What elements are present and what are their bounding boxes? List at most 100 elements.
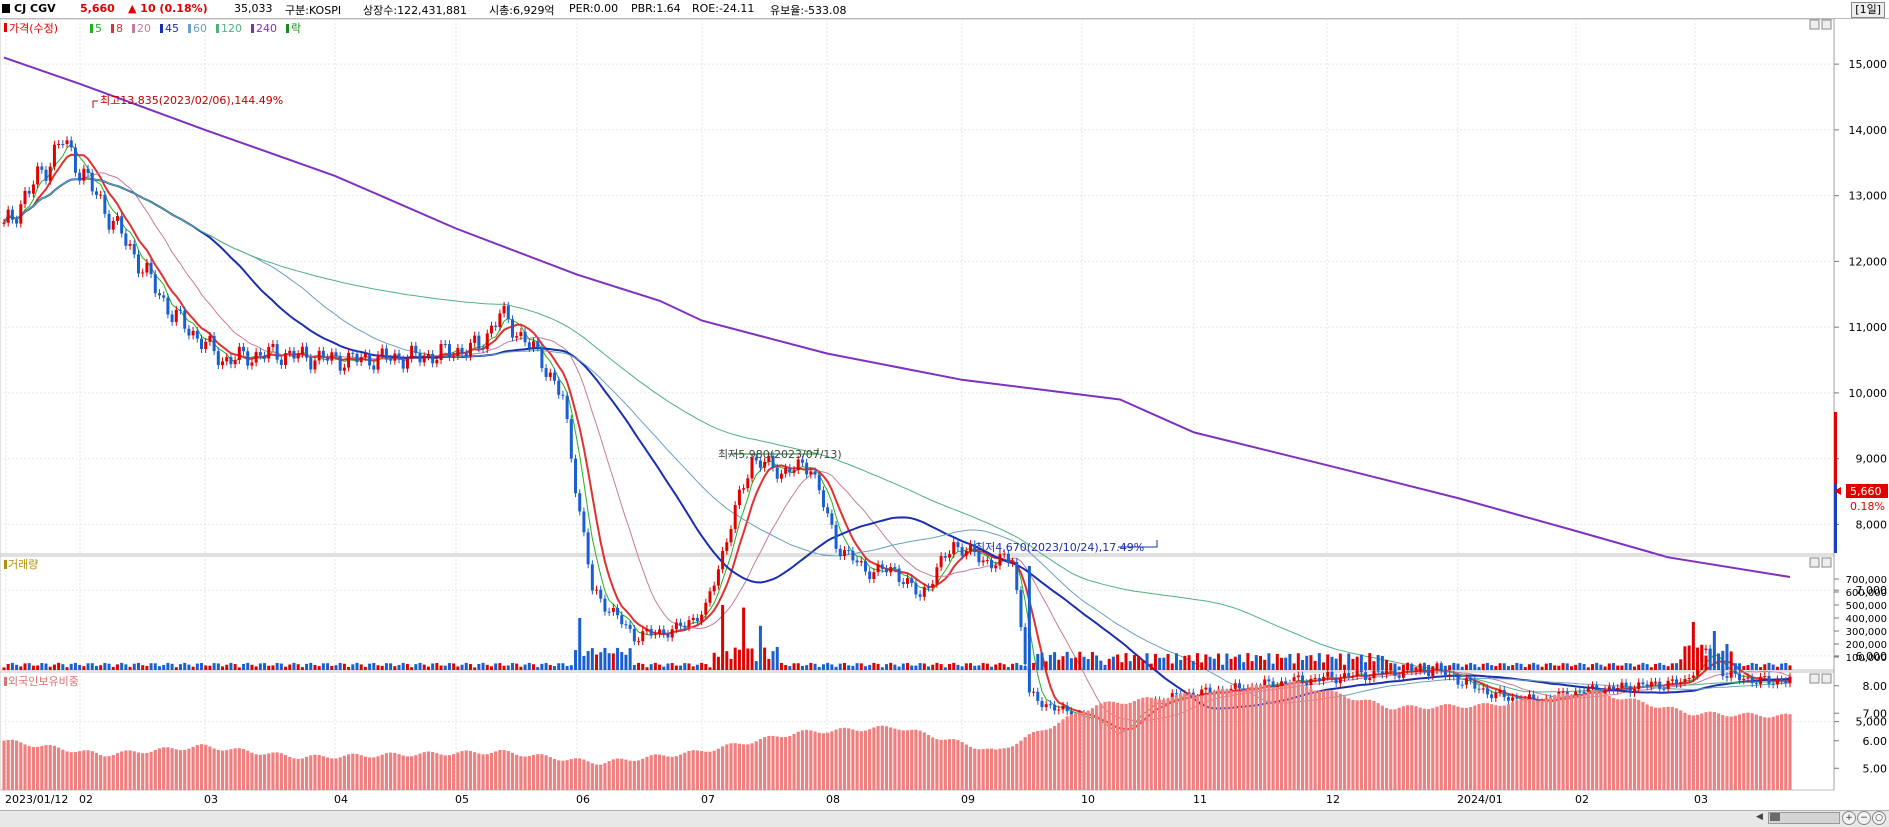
scroll-left-arrow[interactable]: ◀ bbox=[1756, 812, 1763, 822]
foreign-bar-286 bbox=[1204, 694, 1208, 790]
candle-body-397 bbox=[1670, 679, 1674, 681]
candle-body-231 bbox=[973, 544, 977, 553]
vol-bar-393 bbox=[1654, 663, 1658, 670]
price-tick-label-3: 8,000 bbox=[1856, 518, 1888, 531]
volume-panel-buttons[interactable] bbox=[1809, 557, 1832, 568]
vol-bar-224 bbox=[943, 667, 947, 670]
vol-bar-404 bbox=[1700, 644, 1704, 670]
vol-bar-237 bbox=[998, 662, 1002, 670]
candle-body-121 bbox=[510, 319, 514, 338]
vol-bar-244 bbox=[1027, 566, 1031, 670]
foreign-bar-355 bbox=[1494, 705, 1498, 790]
vol-bar-14 bbox=[61, 664, 65, 670]
vol-bar-132 bbox=[557, 663, 561, 670]
candle-body-423 bbox=[1780, 679, 1784, 681]
candle-body-383 bbox=[1612, 686, 1616, 690]
ma-line-240 bbox=[3, 56, 1791, 578]
period-button[interactable]: [1일] bbox=[1851, 2, 1885, 18]
candle-body-13 bbox=[57, 144, 61, 146]
vol-tick-label-0: 100,000 bbox=[1846, 653, 1887, 664]
vol-bar-93 bbox=[393, 666, 397, 670]
foreign-bar-64 bbox=[271, 752, 275, 790]
foreign-panel-buttons[interactable] bbox=[1809, 673, 1832, 684]
foreign-bar-100 bbox=[422, 752, 426, 790]
candle-body-134 bbox=[565, 395, 569, 420]
vol-bar-386 bbox=[1624, 663, 1628, 670]
zoom-out-icon[interactable]: − bbox=[1857, 811, 1871, 825]
foreign-bar-362 bbox=[1523, 698, 1527, 790]
foreign-bar-418 bbox=[1758, 716, 1763, 790]
candle-body-153 bbox=[645, 628, 649, 632]
candle-body-54 bbox=[229, 357, 233, 365]
candle-body-94 bbox=[397, 353, 401, 360]
vol-bar-331 bbox=[1393, 663, 1397, 670]
volume-legend: 거래량 bbox=[8, 558, 38, 571]
price-tick-label-9: 14,000 bbox=[1849, 124, 1888, 137]
foreign-bar-235 bbox=[989, 748, 994, 790]
vol-bar-257 bbox=[1082, 656, 1086, 670]
candle-body-287 bbox=[1208, 687, 1212, 694]
vol-bar-418 bbox=[1759, 667, 1763, 670]
foreign-bar-318 bbox=[1338, 693, 1342, 790]
vol-bar-119 bbox=[502, 665, 506, 670]
vol-bar-262 bbox=[1103, 664, 1107, 670]
zoom-in-icon[interactable]: + bbox=[1842, 811, 1856, 825]
foreign-bar-328 bbox=[1380, 705, 1384, 790]
foreign-bar-135 bbox=[569, 759, 573, 790]
foreign-bar-114 bbox=[481, 754, 485, 790]
x-tick-label-1: 02 bbox=[79, 793, 93, 806]
candle-body-143 bbox=[603, 598, 607, 612]
chart-scroll-thumb[interactable] bbox=[1770, 813, 1780, 821]
vol-bar-256 bbox=[1078, 651, 1082, 670]
volume-y-axis: 100,000 200,000 300,000 400,000 500,000 600,0… bbox=[1834, 575, 1887, 664]
candle-body-9 bbox=[40, 166, 44, 170]
candle-body-93 bbox=[393, 353, 397, 361]
foreign-bar-115 bbox=[485, 754, 489, 790]
vol-bar-355 bbox=[1494, 665, 1498, 670]
legend-ma-swatch-6 bbox=[251, 24, 254, 33]
vol-bar-216 bbox=[910, 665, 914, 670]
candle-body-346 bbox=[1456, 676, 1460, 685]
vol-bar-421 bbox=[1771, 664, 1775, 670]
vol-bar-27 bbox=[115, 664, 119, 670]
foreign-bar-273 bbox=[1149, 697, 1153, 790]
vol-bar-395 bbox=[1662, 664, 1666, 670]
vol-bar-199 bbox=[838, 663, 842, 670]
foreign-bar-111 bbox=[468, 750, 473, 790]
vol-bar-375 bbox=[1578, 662, 1582, 670]
foreign-bar-47 bbox=[199, 744, 204, 790]
candle-body-123 bbox=[519, 331, 523, 337]
candle-body-390 bbox=[1641, 682, 1645, 685]
foreign-bar-59 bbox=[250, 752, 254, 790]
vol-bar-352 bbox=[1481, 663, 1485, 670]
vol-bar-147 bbox=[620, 651, 624, 670]
vol-bar-300 bbox=[1263, 659, 1267, 670]
candle-body-425 bbox=[1788, 676, 1792, 684]
foreign-bar-398 bbox=[1674, 708, 1679, 790]
vol-bar-170 bbox=[716, 656, 720, 670]
candle-body-52 bbox=[221, 361, 225, 366]
vol-bar-123 bbox=[519, 666, 523, 670]
vol-bar-18 bbox=[78, 664, 82, 670]
foreign-bar-56 bbox=[237, 748, 241, 790]
candle-body-91 bbox=[384, 348, 388, 359]
candle-body-248 bbox=[1044, 704, 1048, 708]
price-panel-buttons[interactable] bbox=[1809, 19, 1832, 30]
foreign-bar-151 bbox=[636, 760, 641, 790]
foreign-bar-140 bbox=[590, 763, 594, 790]
candle-body-199 bbox=[838, 548, 842, 557]
candle-body-200 bbox=[842, 550, 846, 557]
candle-body-5 bbox=[23, 190, 27, 205]
foreign-bar-337 bbox=[1418, 707, 1422, 790]
foreign-bar-94 bbox=[397, 754, 401, 790]
foreign-bar-195 bbox=[821, 733, 826, 790]
vol-bar-281 bbox=[1183, 655, 1187, 670]
zoom-reset-icon[interactable]: ○ bbox=[1872, 811, 1886, 825]
candle-body-149 bbox=[628, 624, 632, 629]
candle-body-164 bbox=[691, 617, 695, 621]
candle-body-83 bbox=[351, 352, 355, 354]
chart-scrollbar[interactable] bbox=[1768, 812, 1840, 824]
vol-bar-214 bbox=[901, 663, 905, 670]
foreign-bar-257 bbox=[1082, 712, 1086, 790]
candle-body-112 bbox=[473, 335, 477, 343]
